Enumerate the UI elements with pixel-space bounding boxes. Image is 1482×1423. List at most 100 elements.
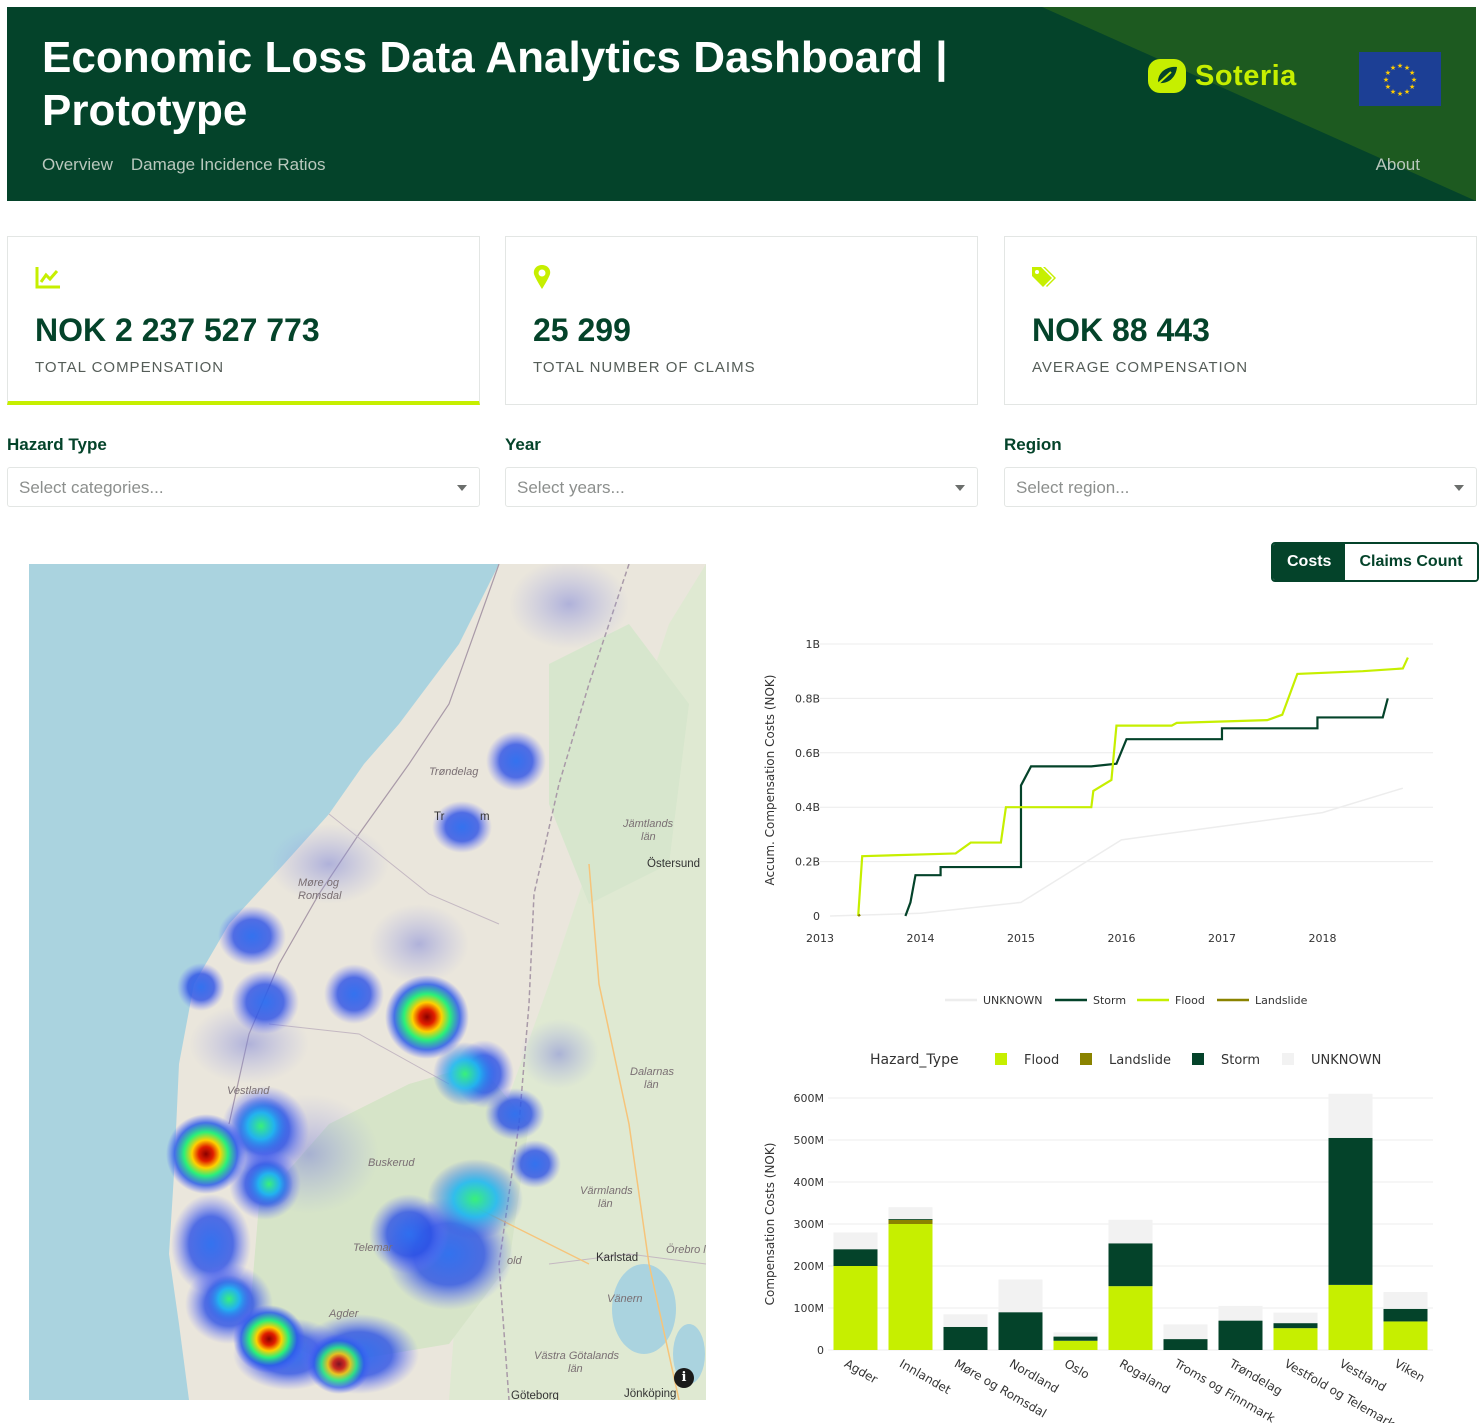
map-attribution-info-button[interactable]: i (674, 1368, 694, 1388)
region-placeholder: Select region... (1016, 478, 1130, 497)
nav-about[interactable]: About (1375, 155, 1420, 174)
map-label-jonkoping: Jönköping (624, 1388, 677, 1400)
year-placeholder: Select years... (517, 478, 625, 497)
series-line-unknown (830, 787, 1404, 917)
y-tick-label: 400M (794, 1176, 825, 1189)
map-label-trondheim: Tr (434, 811, 445, 823)
bar-storm (1383, 1308, 1428, 1322)
map-label-varmlands: Värmlands (580, 1185, 633, 1197)
map-label-telemark: Telemar (353, 1242, 393, 1254)
y-tick-label: 0.8B (795, 692, 820, 705)
map-label-orebro: Örebro l (666, 1244, 706, 1256)
year-label: Year (505, 435, 541, 454)
map-canvas (166, 564, 706, 1400)
legend-title: Hazard_Type (870, 1052, 959, 1068)
y-tick-label: 100M (794, 1302, 825, 1315)
chevron-down-icon (457, 485, 467, 491)
legend-label: Flood (1175, 994, 1205, 1007)
bar-storm (1053, 1336, 1098, 1341)
bar-flood (1328, 1284, 1373, 1350)
map-label-jamtlands-lan: län (641, 831, 656, 843)
bar-flood (1108, 1286, 1153, 1350)
claims-count-toggle-button[interactable]: Claims Count (1345, 544, 1477, 580)
map-pin-icon (533, 265, 551, 289)
map-label-dalarnas-lan: län (644, 1079, 659, 1091)
legend-swatch (995, 1053, 1007, 1065)
bar-unknown (1053, 1332, 1098, 1337)
legend-label: UNKNOWN (983, 994, 1043, 1007)
map-label-trondelag: Trøndelag (429, 766, 479, 778)
y-tick-label: 0 (817, 1344, 824, 1357)
tags-icon (1032, 267, 1056, 287)
eu-star-icon: ★ (1404, 88, 1410, 96)
eu-star-icon: ★ (1385, 69, 1391, 77)
costs-toggle-button[interactable]: Costs (1273, 544, 1346, 580)
bar-flood (1273, 1328, 1318, 1350)
year-select[interactable]: Select years... (505, 467, 978, 507)
bar-unknown (1383, 1292, 1428, 1309)
legend-label: Flood (1024, 1053, 1059, 1068)
x-tick-label: 2013 (806, 932, 834, 945)
series-line-storm (904, 698, 1389, 917)
bar-storm (1108, 1243, 1153, 1287)
bar-storm (1163, 1339, 1208, 1350)
x-tick-label: 2014 (906, 932, 934, 945)
region-label: Region (1004, 435, 1062, 454)
bar-flood (833, 1266, 878, 1350)
map-label-vastra: Västra Götalands (534, 1350, 619, 1362)
chevron-down-icon (955, 485, 965, 491)
map-label-more: Møre og (298, 877, 339, 889)
y-tick-label: 600M (794, 1092, 825, 1105)
eu-star-icon: ★ (1383, 76, 1389, 84)
x-tick-label: Møre og Romsdal (952, 1356, 1049, 1420)
eu-star-icon: ★ (1397, 62, 1403, 70)
bar-flood (888, 1224, 933, 1350)
hazard-type-placeholder: Select categories... (19, 478, 164, 497)
map-label-trondheim-end: m (480, 811, 490, 823)
bar-unknown (1273, 1312, 1318, 1324)
y-tick-label: 0.2B (795, 856, 820, 869)
nav-overview[interactable]: Overview (42, 155, 113, 174)
legend-swatch (1080, 1053, 1092, 1065)
kpi-total-claims: 25 299 TOTAL NUMBER OF CLAIMS (505, 236, 978, 405)
map-label-goteborg: Göteborg (511, 1390, 559, 1400)
hazard-type-select[interactable]: Select categories... (7, 467, 480, 507)
y-tick-label: 500M (794, 1134, 825, 1147)
x-tick-label: Rogaland (1117, 1356, 1173, 1396)
map-label-varmlands-lan: län (598, 1198, 613, 1210)
bar-storm (998, 1312, 1043, 1350)
eu-star-icon: ★ (1397, 90, 1403, 98)
logo-text: Soteria (1195, 59, 1297, 92)
region-select[interactable]: Select region... (1004, 467, 1477, 507)
map-label-romsdal: Romsdal (298, 890, 342, 902)
kpi-label: AVERAGE COMPENSATION (1032, 359, 1249, 376)
y-tick-label: 0 (813, 910, 820, 923)
x-tick-label: Agder (842, 1356, 880, 1386)
series-line-flood (857, 657, 1409, 917)
x-tick-label: 2015 (1007, 932, 1035, 945)
nav-damage-incidence-ratios[interactable]: Damage Incidence Ratios (130, 155, 326, 174)
y-axis-label: Accum. Compensation Costs (NOK) (763, 675, 777, 886)
heatmap-map[interactable]: Trøndelag Tr m Jämtlands län Östersund M… (29, 564, 706, 1400)
x-tick-label: Innlandet (897, 1356, 953, 1397)
kpi-label: TOTAL NUMBER OF CLAIMS (533, 359, 756, 376)
eu-star-icon: ★ (1390, 88, 1396, 96)
legend-swatch (1282, 1053, 1294, 1065)
bar-landslide (888, 1219, 933, 1224)
eu-flag-icon: ★ ★ ★ ★ ★ ★ ★ ★ ★ ★ ★ ★ (1359, 52, 1441, 106)
map-label-vastra-lan: län (568, 1363, 583, 1375)
kpi-total-compensation: NOK 2 237 527 773 TOTAL COMPENSATION (7, 236, 480, 405)
x-tick-label: 2018 (1308, 932, 1336, 945)
eu-star-icon: ★ (1385, 83, 1391, 91)
legend-swatch (1192, 1053, 1204, 1065)
y-tick-label: 200M (794, 1260, 825, 1273)
bar-unknown (1328, 1093, 1373, 1138)
compensation-by-region-bar-chart: 0 100M 200M 300M 400M 500M 600M Compensation Co… (763, 1052, 1433, 1423)
kpi-value: 25 299 (533, 312, 631, 348)
hazard-type-label: Hazard Type (7, 435, 107, 454)
kpi-value: NOK 2 237 527 773 (35, 312, 320, 348)
kpi-label: TOTAL COMPENSATION (35, 359, 225, 376)
bar-flood (1383, 1321, 1428, 1350)
x-tick-label: 2016 (1107, 932, 1135, 945)
bar-unknown (833, 1232, 878, 1250)
